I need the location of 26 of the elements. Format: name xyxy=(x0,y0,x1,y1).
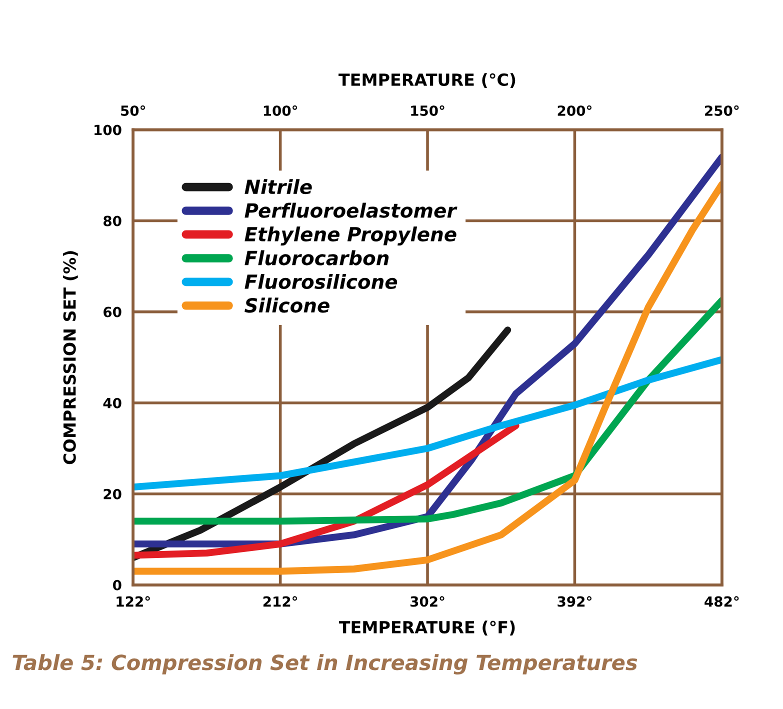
y-tick-label: 100 xyxy=(94,124,122,136)
legend-label: Perfluoroelastomer xyxy=(244,202,458,218)
y-axis-title: COMPRESSION SET (%) xyxy=(63,251,78,464)
y-tick-label: 80 xyxy=(104,216,122,226)
caption: Table 5: Compression Set in Increasing Temperatures xyxy=(12,654,638,674)
x2-tick-label: 100° xyxy=(264,105,298,116)
y-tick-label: 60 xyxy=(104,306,122,318)
y-tick-label: 40 xyxy=(103,398,122,408)
y-tick-label: 20 xyxy=(104,488,122,500)
y-tick-label: 0 xyxy=(113,580,122,590)
x-axis-title: TEMPERATURE (°F) xyxy=(338,620,515,636)
legend-label: Fluorocarbon xyxy=(244,250,389,266)
x2-tick-label: 250° xyxy=(705,105,739,116)
x-tick-label: 392° xyxy=(558,596,592,607)
x2-axis-title: TEMPERATURE (°C) xyxy=(338,73,516,88)
legend-label: Fluorosilicone xyxy=(244,274,398,290)
x-tick-label: 482° xyxy=(704,596,739,607)
x2-tick-label: 150° xyxy=(411,105,444,116)
legend-label: Silicone xyxy=(244,298,330,313)
x-tick-label: 302° xyxy=(410,596,444,607)
legend-label: Nitrile xyxy=(244,179,312,194)
x-tick-label: 212° xyxy=(263,596,298,607)
x-tick-label: 122° xyxy=(116,596,150,607)
x2-tick-label: 200° xyxy=(558,105,592,116)
x2-tick-label: 50° xyxy=(121,105,146,116)
legend-label: Ethylene Propylene xyxy=(244,226,456,246)
